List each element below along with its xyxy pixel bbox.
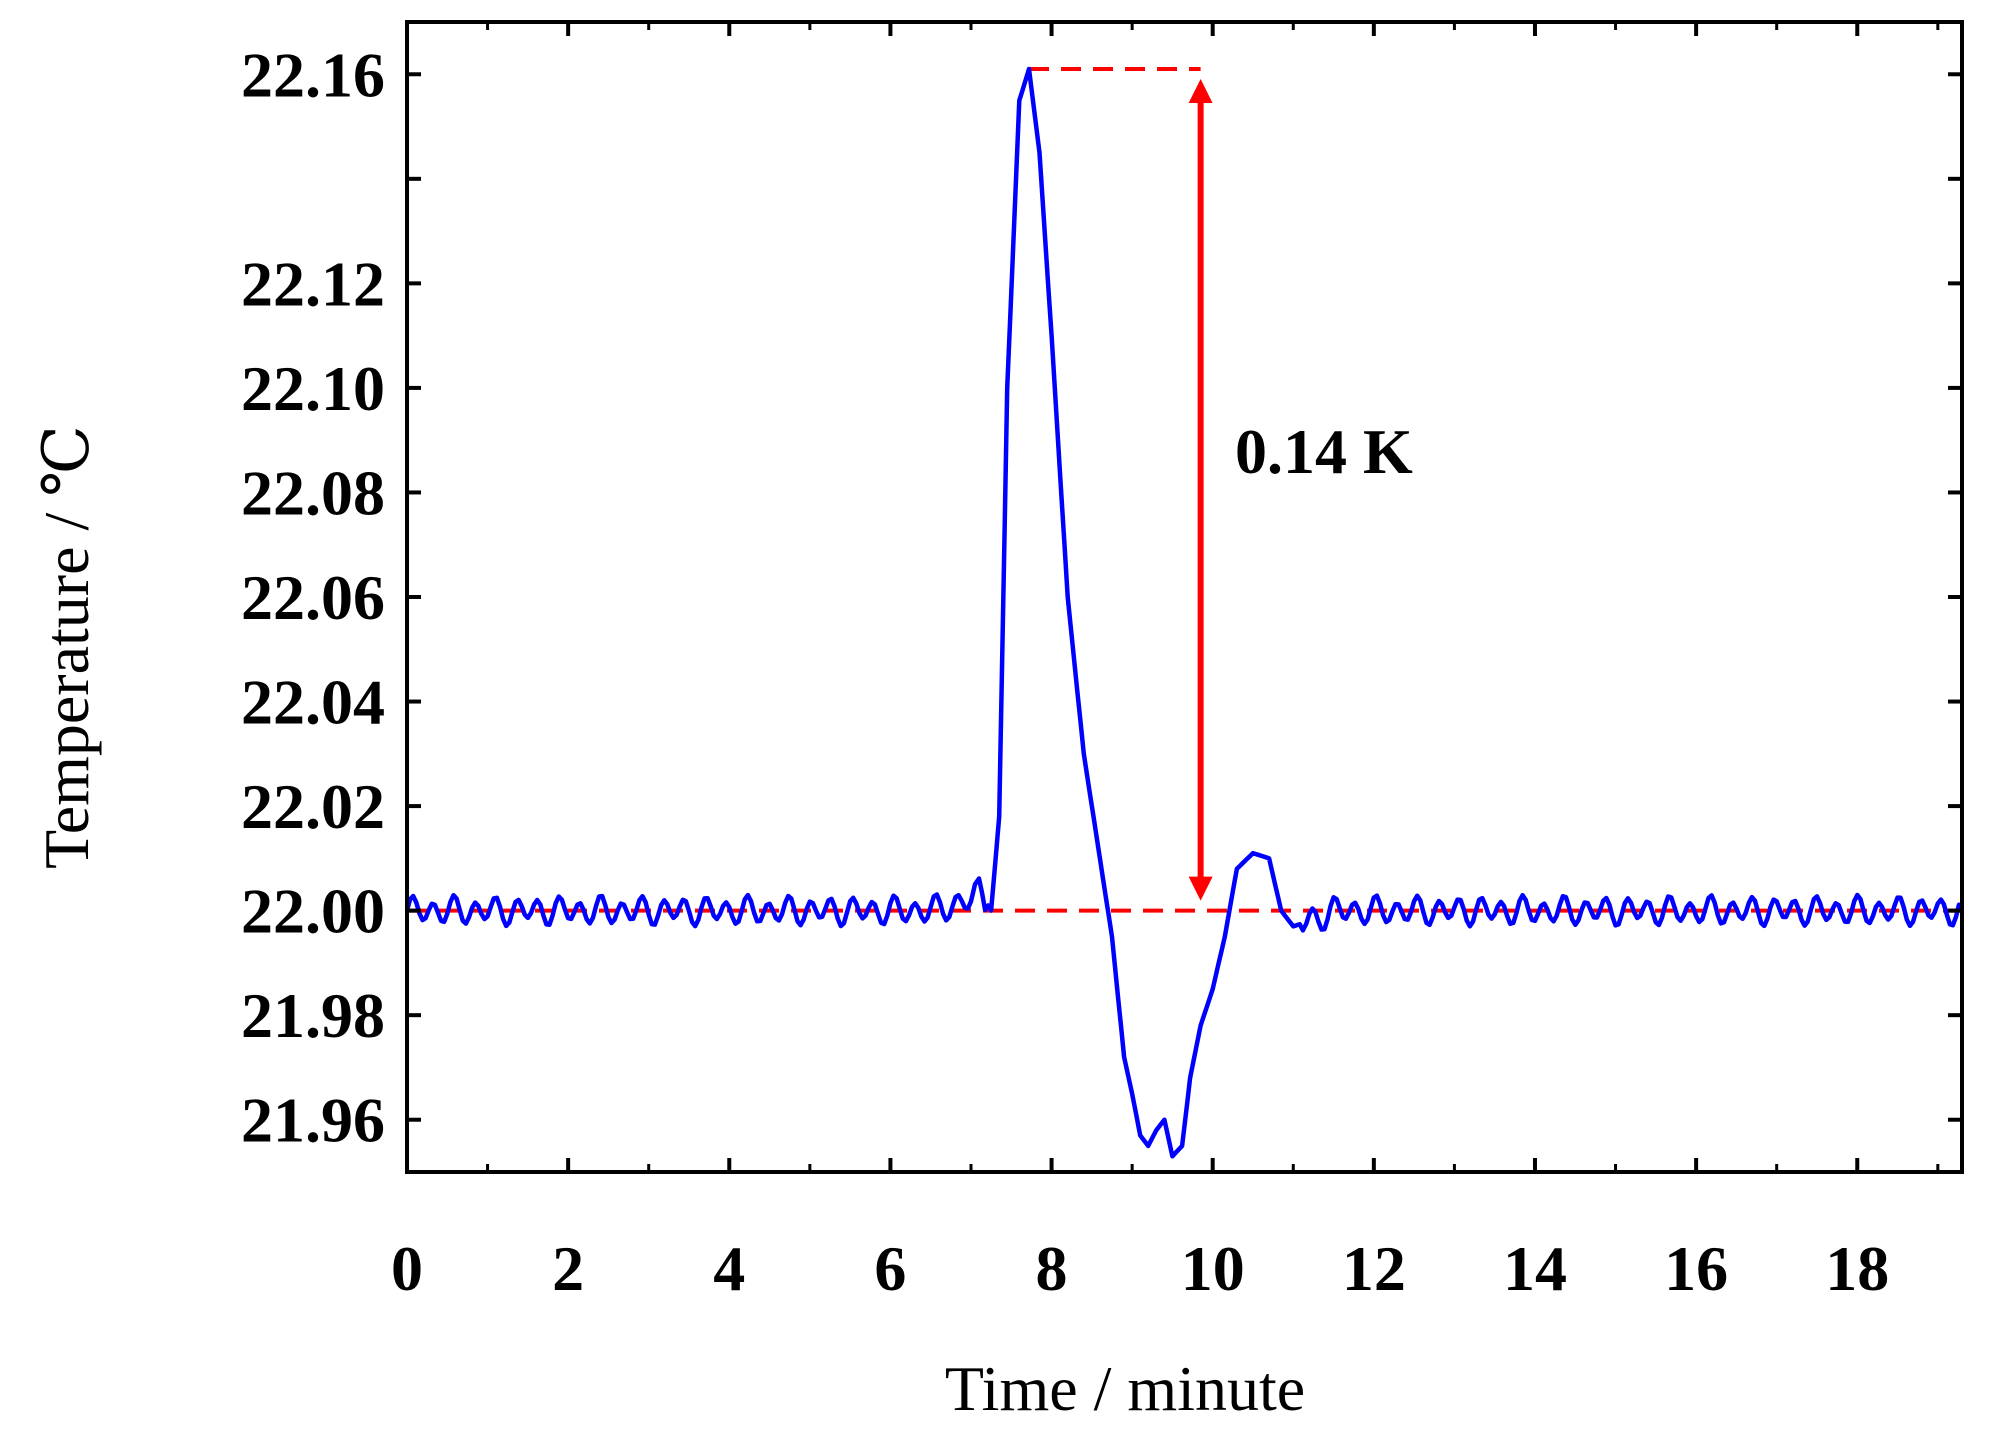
x-tick-label: 16: [1664, 1233, 1728, 1304]
axis-tick-labels: 0 2 4 6 8 10 12 14 16 18 21.96 21.98 22.00 22.02 22.04…: [241, 39, 1889, 1304]
x-tick-label: 12: [1342, 1233, 1406, 1304]
y-tick-label: 22.12: [241, 248, 385, 319]
x-axis-title: Time / minute: [945, 1353, 1305, 1424]
x-tick-label: 4: [713, 1233, 745, 1304]
x-tick-label: 10: [1181, 1233, 1245, 1304]
x-tick-label: 2: [552, 1233, 584, 1304]
y-tick-label: 22.06: [241, 562, 385, 633]
plot-frame: [405, 20, 1964, 1174]
axis-ticks: [405, 22, 1962, 1172]
x-tick-label: 6: [874, 1233, 906, 1304]
y-tick-label: 22.16: [241, 39, 385, 110]
x-tick-label: 8: [1036, 1233, 1068, 1304]
x-tick-label: 18: [1825, 1233, 1889, 1304]
y-axis-title: Temperature / ℃: [31, 425, 102, 869]
x-tick-label: 0: [391, 1233, 423, 1304]
annotation-label: 0.14 K: [1235, 416, 1413, 487]
y-tick-label: 22.08: [241, 457, 385, 528]
x-tick-label: 14: [1503, 1233, 1567, 1304]
plot-area: [404, 20, 1965, 1174]
y-tick-label: 21.96: [241, 1085, 385, 1156]
y-tick-label: 21.98: [241, 980, 385, 1051]
y-tick-label: 22.10: [241, 353, 385, 424]
y-tick-label: 22.00: [241, 876, 385, 947]
y-tick-label: 22.02: [241, 771, 385, 842]
y-tick-label: 22.04: [241, 667, 385, 738]
series-line: [404, 66, 1965, 1159]
